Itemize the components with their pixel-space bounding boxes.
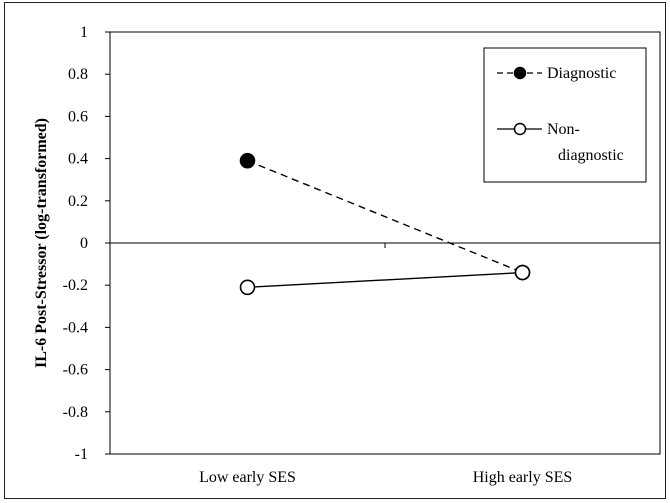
y-tick-label: -0.4 — [63, 319, 88, 336]
series-line-nondiagnostic — [247, 271, 523, 289]
x-tick-label: High early SES — [473, 469, 573, 486]
legend-box — [483, 47, 647, 183]
x-axis-ticks: Low early SES High early SES — [199, 469, 572, 486]
data-point-nondiagnostic — [239, 279, 256, 296]
y-tick-label: 0.8 — [68, 66, 88, 83]
y-axis-label: IL-6 Post-Stressor (log-transformed) — [33, 118, 50, 368]
y-tick-label: -0.2 — [63, 277, 88, 294]
legend-diagnostic-label: Diagnostic — [547, 65, 616, 82]
y-tick-label: -0.6 — [63, 362, 88, 379]
y-tick-label: -0.8 — [63, 404, 88, 421]
series-line-diagnostic — [247, 160, 523, 274]
legend-nondiagnostic-label-line2: diagnostic — [558, 147, 624, 164]
legend-nondiagnostic-label-line1: Non- — [547, 121, 580, 138]
y-tick-label: 1 — [80, 24, 88, 41]
legend-nondiagnostic-marker — [513, 122, 527, 136]
y-tick-label: 0.6 — [68, 108, 88, 125]
y-tick-label: 0.4 — [68, 151, 88, 168]
y-axis-ticks: 1 0.8 0.6 0.4 0.2 0 -0.2 -0.4 -0.6 -0.8 -1 — [63, 24, 661, 463]
y-tick-label: -1 — [75, 446, 88, 463]
y-tick-label: 0.2 — [68, 193, 88, 210]
data-point-diagnostic — [239, 152, 256, 169]
data-point-nondiagnostic — [514, 264, 531, 281]
legend: Diagnostic Non- diagnostic — [483, 47, 647, 183]
x-tick-label: Low early SES — [199, 469, 296, 486]
legend-diagnostic-marker — [513, 66, 527, 80]
y-tick-label: 0 — [80, 235, 88, 252]
series-layer — [239, 152, 531, 296]
